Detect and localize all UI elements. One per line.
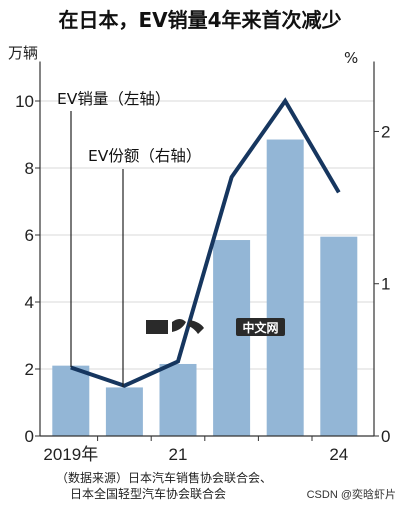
share-line — [70, 97, 341, 388]
x-tick-label-2024: 24 — [329, 445, 348, 464]
bar-2019 — [52, 365, 90, 436]
bar-2024 — [320, 236, 358, 436]
left-tick-label-4: 4 — [25, 293, 34, 312]
bar-series — [52, 139, 358, 436]
csdn-watermark: CSDN @奕晗虾片 — [307, 487, 396, 501]
left-tick-label-0: 0 — [25, 427, 34, 446]
source-line-1: （数据来源）日本汽车销售协会联合会、 — [56, 470, 272, 485]
sales-annotation: EV销量（左轴） — [57, 90, 170, 108]
watermark-box — [236, 318, 285, 336]
left-tick-label-10: 10 — [15, 92, 34, 111]
bar-2023 — [266, 139, 304, 436]
axes — [35, 61, 379, 441]
chart-title: 在日本，EV销量4年来首次减少 — [58, 8, 341, 32]
bar-2021 — [159, 363, 197, 436]
x-tick-label-2021: 21 — [169, 445, 188, 464]
x-tick-label-2019: 2019年 — [43, 445, 98, 464]
right-tick-label-1: 1 — [381, 275, 390, 294]
watermark: 中文网 — [146, 318, 285, 336]
left-tick-label-8: 8 — [25, 159, 34, 178]
watermark-box-text: 中文网 — [242, 320, 278, 335]
gridlines — [40, 100, 374, 370]
bar-2022 — [213, 240, 251, 436]
left-tick-label-6: 6 — [25, 226, 34, 245]
line-series — [70, 97, 341, 388]
left-tick-label-2: 2 — [25, 360, 34, 379]
bar-2020 — [105, 387, 143, 436]
source-line-2: 日本全国轻型汽车协会联合会 — [70, 486, 226, 501]
right-tick-label-0: 0 — [381, 427, 390, 446]
left-axis-unit: 万辆 — [8, 44, 38, 62]
right-axis-unit: % — [344, 49, 358, 67]
share-annotation: EV份额（右轴） — [88, 147, 201, 165]
right-tick-label-2: 2 — [381, 122, 390, 141]
watermark-logo — [146, 319, 204, 334]
